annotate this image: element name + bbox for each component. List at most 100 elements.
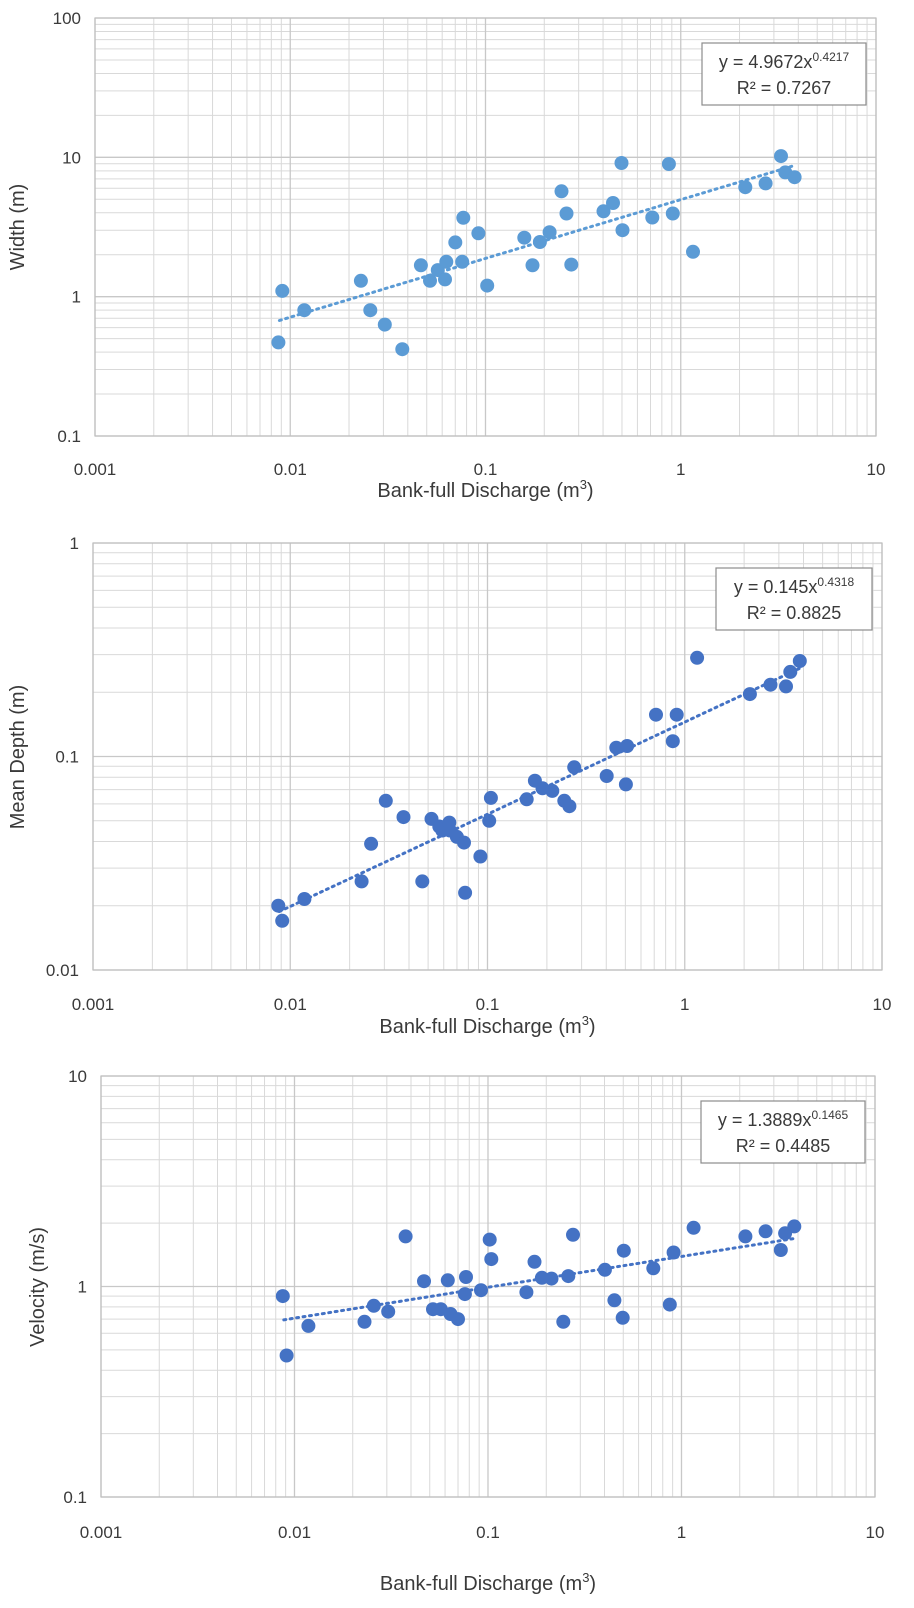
data-point [606, 196, 620, 210]
y-tick-label: 0.01 [46, 961, 79, 980]
data-point [686, 1220, 701, 1235]
data-point [597, 1262, 612, 1277]
data-point [646, 1261, 661, 1276]
equation-exponent: 0.4318 [817, 575, 854, 589]
data-point [519, 792, 534, 807]
data-point [395, 342, 410, 357]
data-points [271, 149, 802, 357]
y-tick-label: 1 [72, 288, 81, 307]
equation-exponent: 0.1465 [811, 1108, 848, 1122]
x-tick-label: 0.1 [476, 995, 500, 1014]
data-point [459, 1270, 473, 1284]
data-point [792, 654, 807, 668]
plot-area-frame [92, 542, 883, 971]
data-point [564, 257, 579, 272]
data-point [301, 1318, 316, 1333]
y-tick-label: 10 [68, 1067, 87, 1086]
data-point [457, 835, 471, 850]
data-point [354, 874, 369, 889]
data-points [271, 650, 807, 928]
data-point [783, 664, 798, 679]
data-point [561, 1269, 576, 1284]
data-point [357, 1314, 372, 1329]
data-point [620, 739, 635, 753]
x-tick-label: 1 [680, 995, 689, 1014]
data-point [738, 180, 753, 195]
x-axis-title-superscript: 3 [580, 477, 587, 492]
x-axis-title-end: ) [587, 480, 594, 502]
trendline-equation-box [715, 567, 873, 631]
data-point [297, 303, 312, 318]
x-tick-label: 10 [867, 460, 886, 479]
data-point [396, 810, 411, 825]
x-axis-title-text: Bank-full Discharge (m [379, 1016, 581, 1038]
data-point [364, 836, 379, 851]
data-point [448, 235, 463, 250]
data-point [458, 885, 473, 900]
y-tick-label: 0.1 [55, 748, 79, 767]
data-point [596, 204, 611, 219]
y-axis-title: Mean Depth (m) [7, 685, 29, 830]
x-tick-label: 0.001 [74, 460, 117, 479]
data-point [665, 734, 680, 749]
data-point [758, 176, 773, 191]
y-tick-label: 100 [53, 9, 81, 28]
data-point [559, 206, 574, 221]
equation-exponent: 0.4217 [812, 50, 849, 64]
data-point [614, 156, 629, 170]
x-axis-title-text: Bank-full Discharge (m [377, 480, 579, 502]
x-axis-title-superscript: 3 [582, 1013, 589, 1028]
data-point [480, 278, 495, 293]
data-point [417, 1274, 431, 1289]
data-point [483, 790, 498, 805]
data-point [758, 1224, 773, 1239]
data-point [525, 258, 540, 273]
data-point [609, 740, 624, 755]
data-point [438, 272, 452, 287]
x-axis-title: Bank-full Discharge (m3) [377, 477, 593, 502]
trendline-equation: y = 4.9672x0.4217 [719, 50, 850, 72]
data-point [556, 1314, 571, 1329]
x-axis-title-superscript: 3 [582, 1570, 589, 1585]
y-tick-label: 1 [70, 534, 79, 553]
data-point [275, 1289, 290, 1304]
data-point [599, 769, 614, 783]
y-tick-label: 10 [62, 148, 81, 167]
data-point [517, 230, 532, 245]
data-point [567, 760, 582, 775]
data-point [554, 184, 569, 199]
grid [100, 1075, 876, 1498]
data-point [482, 1232, 497, 1247]
trendline-equation-box [701, 42, 867, 106]
x-tick-label: 0.01 [274, 460, 307, 479]
data-point [271, 335, 286, 350]
y-tick-label: 0.1 [57, 427, 81, 446]
data-point [484, 1252, 499, 1267]
data-point [275, 913, 290, 928]
x-tick-label: 10 [873, 995, 892, 1014]
data-point [456, 210, 471, 225]
data-point [271, 898, 286, 913]
data-point [690, 650, 705, 665]
data-point [457, 1287, 472, 1302]
equation-base: y = 0.145x [734, 577, 818, 597]
data-point [615, 223, 630, 238]
x-tick-label: 10 [866, 1523, 885, 1542]
x-tick-label: 0.001 [72, 995, 115, 1014]
data-point [527, 1254, 542, 1269]
y-tick-label: 1 [78, 1278, 87, 1297]
mean-depth-chart: 0.001 0.01 0.1 1 10 1 0.1 0.01 Bank-full Dischar… [7, 534, 891, 1038]
x-tick-label: 0.001 [80, 1523, 123, 1542]
data-point [665, 206, 680, 221]
data-point [482, 813, 497, 828]
data-point [455, 254, 470, 269]
data-point [787, 1219, 802, 1234]
data-point [618, 777, 633, 792]
data-point [544, 1271, 559, 1286]
trendline-equation: y = 0.145x0.4318 [734, 575, 855, 597]
data-point [787, 170, 802, 185]
x-tick-label: 0.1 [476, 1523, 500, 1542]
equation-base: y = 4.9672x [719, 52, 813, 72]
